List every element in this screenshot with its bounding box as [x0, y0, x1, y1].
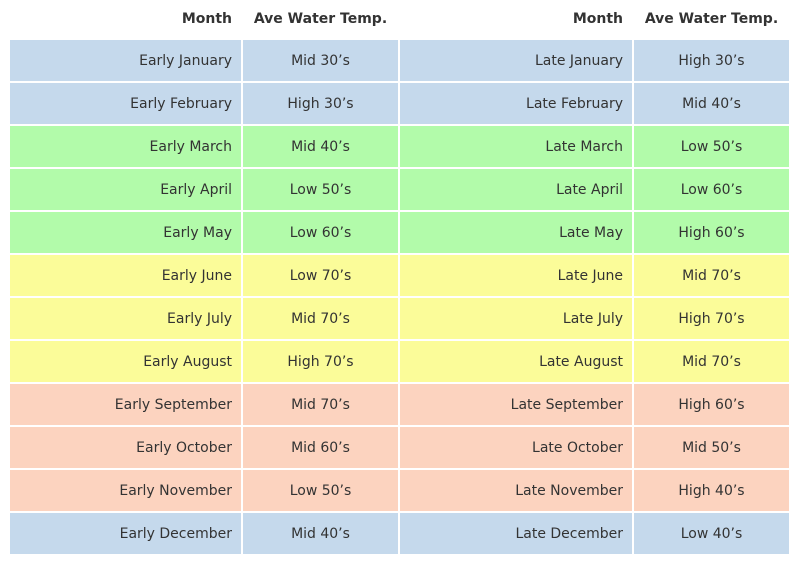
table-body: Early January Mid 30’s Late January High 30…	[8, 37, 791, 556]
late-month-cell: Late November	[398, 468, 634, 513]
table-row: Early May Low 60’s Late May High 60’s	[8, 210, 791, 255]
late-temp-cell: Low 60’s	[632, 167, 791, 212]
late-temp-cell: Low 50’s	[632, 124, 791, 169]
late-month-cell: Late September	[398, 382, 634, 427]
header-month-right: Month	[399, 0, 633, 40]
late-month-cell: Late July	[398, 296, 634, 341]
late-temp-cell: High 40’s	[632, 468, 791, 513]
late-temp-cell: High 30’s	[632, 37, 791, 83]
table-row: Early August High 70’s Late August Mid 70’s	[8, 339, 791, 384]
table-row: Early September Mid 70’s Late September Hig…	[8, 382, 791, 427]
early-temp-cell: Mid 70’s	[241, 296, 400, 341]
table-row: Early October Mid 60’s Late October Mid 50’…	[8, 425, 791, 470]
late-temp-cell: High 60’s	[632, 382, 791, 427]
late-temp-cell: Mid 40’s	[632, 81, 791, 126]
late-temp-cell: Mid 50’s	[632, 425, 791, 470]
header-temp-right: Ave Water Temp.	[633, 0, 790, 40]
late-month-cell: Late October	[398, 425, 634, 470]
table-row: Early March Mid 40’s Late March Low 50’s	[8, 124, 791, 169]
early-month-cell: Early November	[8, 468, 243, 513]
late-month-cell: Late April	[398, 167, 634, 212]
early-month-cell: Early October	[8, 425, 243, 470]
early-month-cell: Early December	[8, 511, 243, 556]
table-header: Month Ave Water Temp. Month Ave Water Te…	[9, 0, 790, 40]
early-month-cell: Early August	[8, 339, 243, 384]
late-month-cell: Late January	[398, 37, 634, 83]
late-month-cell: Late March	[398, 124, 634, 169]
table-row: Early April Low 50’s Late April Low 60’s	[8, 167, 791, 212]
table-row: Early January Mid 30’s Late January High 30…	[8, 37, 791, 83]
early-temp-cell: Low 50’s	[241, 167, 400, 212]
early-temp-cell: Low 60’s	[241, 210, 400, 255]
late-temp-cell: Mid 70’s	[632, 339, 791, 384]
table-row: Early December Mid 40’s Late December Low 4…	[8, 511, 791, 556]
early-temp-cell: Low 50’s	[241, 468, 400, 513]
table-row: Early July Mid 70’s Late July High 70’s	[8, 296, 791, 341]
early-month-cell: Early July	[8, 296, 243, 341]
late-month-cell: Late May	[398, 210, 634, 255]
table-row: Early February High 30’s Late February Mid …	[8, 81, 791, 126]
early-month-cell: Early March	[8, 124, 243, 169]
late-temp-cell: Mid 70’s	[632, 253, 791, 298]
early-temp-cell: Mid 30’s	[241, 37, 400, 83]
late-month-cell: Late June	[398, 253, 634, 298]
header-temp-left: Ave Water Temp.	[242, 0, 399, 40]
early-temp-cell: Mid 60’s	[241, 425, 400, 470]
water-temp-table-container: Month Ave Water Temp. Month Ave Water Te…	[8, 0, 791, 556]
early-month-cell: Early April	[8, 167, 243, 212]
late-temp-cell: High 70’s	[632, 296, 791, 341]
late-month-cell: Late February	[398, 81, 634, 126]
early-temp-cell: High 70’s	[241, 339, 400, 384]
header-row: Month Ave Water Temp. Month Ave Water Te…	[9, 0, 790, 40]
early-month-cell: Early June	[8, 253, 243, 298]
header-month-left: Month	[9, 0, 242, 40]
early-temp-cell: Mid 70’s	[241, 382, 400, 427]
early-temp-cell: Mid 40’s	[241, 511, 400, 556]
early-month-cell: Early January	[8, 37, 243, 83]
late-month-cell: Late December	[398, 511, 634, 556]
early-temp-cell: Low 70’s	[241, 253, 400, 298]
water-temp-table: Month Ave Water Temp. Month Ave Water Te…	[8, 0, 791, 556]
early-temp-cell: High 30’s	[241, 81, 400, 126]
early-temp-cell: Mid 40’s	[241, 124, 400, 169]
early-month-cell: Early February	[8, 81, 243, 126]
late-temp-cell: Low 40’s	[632, 511, 791, 556]
table-row: Early June Low 70’s Late June Mid 70’s	[8, 253, 791, 298]
early-month-cell: Early September	[8, 382, 243, 427]
table-row: Early November Low 50’s Late November High …	[8, 468, 791, 513]
late-month-cell: Late August	[398, 339, 634, 384]
late-temp-cell: High 60’s	[632, 210, 791, 255]
early-month-cell: Early May	[8, 210, 243, 255]
